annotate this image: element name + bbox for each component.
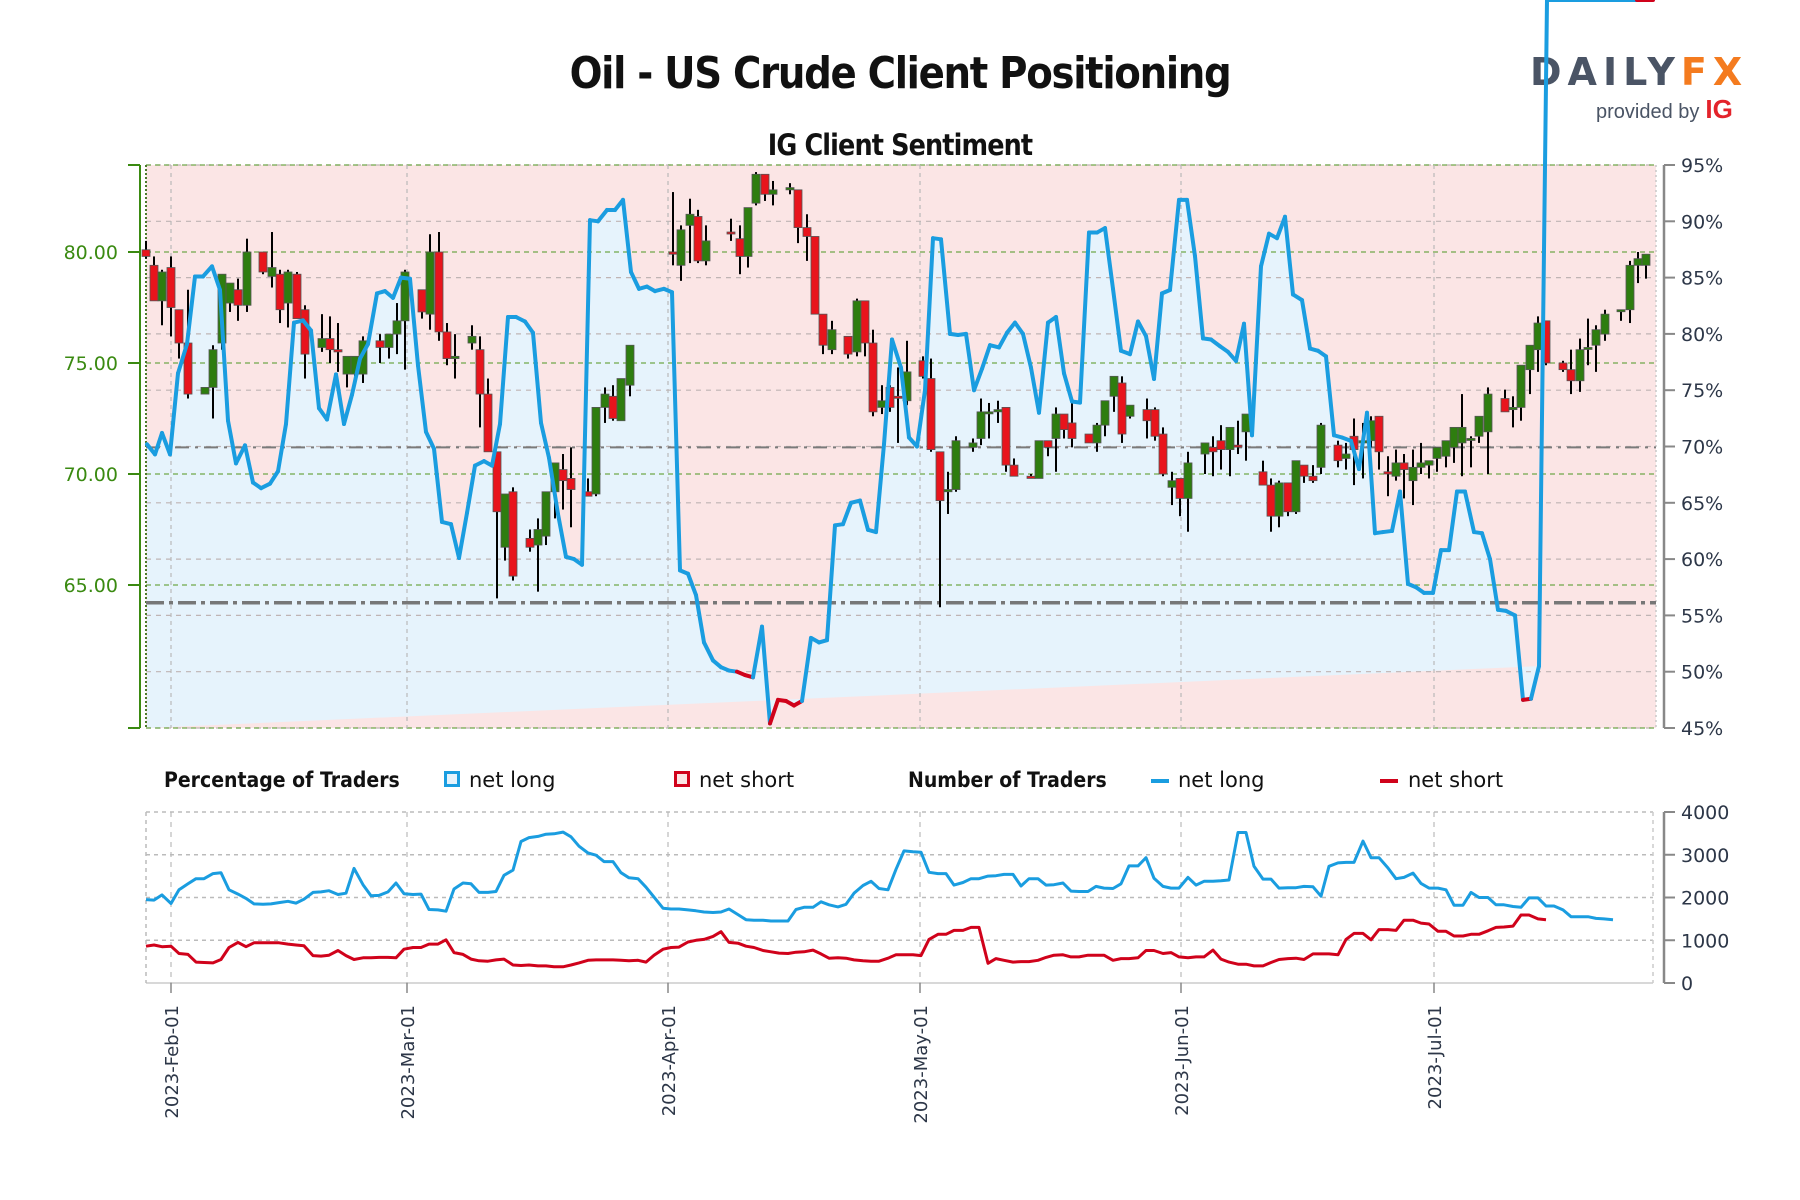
svg-text:95%: 95% (1681, 155, 1723, 177)
legend-num-net-short: net short (1408, 768, 1504, 792)
svg-text:65%: 65% (1681, 493, 1723, 515)
legend-net-long-line-icon (1151, 779, 1169, 783)
chart-title: Oil - US Crude Client Positioning (569, 48, 1232, 99)
svg-text:75.00: 75.00 (64, 353, 118, 375)
svg-text:4000: 4000 (1681, 802, 1729, 824)
price-candles (141, 172, 1651, 608)
svg-text:80%: 80% (1681, 324, 1723, 346)
main-plot-axes: 65.00 70.00 75.00 80.00 45% 50% 55% 60% 65% 70% 75… (64, 155, 1724, 740)
svg-text:0: 0 (1681, 973, 1693, 995)
traders-plot-axes: 0 1000 2000 3000 4000 (1662, 802, 1729, 995)
net-long-percent-line (145, 0, 1655, 726)
legend-net-long-swatch (444, 771, 460, 787)
logo-brand-right: FX (1680, 50, 1749, 94)
logo-brand-left: DAILY (1530, 50, 1681, 94)
svg-text:70%: 70% (1681, 437, 1723, 459)
svg-text:70.00: 70.00 (64, 464, 118, 486)
svg-text:60%: 60% (1681, 549, 1723, 571)
legend-percentage-heading: Percentage of Traders (164, 768, 400, 792)
legend-pct-net-long: net long (469, 768, 556, 792)
svg-text:2023-Feb-01: 2023-Feb-01 (162, 1005, 183, 1119)
svg-text:2023-Jul-01: 2023-Jul-01 (1425, 1005, 1446, 1109)
svg-text:2023-Jun-01: 2023-Jun-01 (1172, 1005, 1193, 1116)
svg-text:50%: 50% (1681, 662, 1723, 684)
svg-text:65.00: 65.00 (64, 575, 118, 597)
svg-text:75%: 75% (1681, 380, 1723, 402)
legend-num-net-long: net long (1178, 768, 1265, 792)
svg-text:2000: 2000 (1681, 888, 1729, 910)
svg-text:80.00: 80.00 (64, 242, 118, 264)
legend-number-heading: Number of Traders (908, 768, 1107, 792)
svg-text:3000: 3000 (1681, 845, 1729, 867)
main-plot-grid (145, 164, 1657, 729)
legend-pct-net-short: net short (699, 768, 795, 792)
legend-net-short-swatch (674, 771, 690, 787)
legend-net-short-line-icon (1380, 779, 1398, 783)
svg-text:45%: 45% (1681, 718, 1723, 740)
svg-text:55%: 55% (1681, 605, 1723, 627)
svg-text:2023-May-01: 2023-May-01 (911, 1005, 932, 1124)
svg-text:90%: 90% (1681, 211, 1723, 233)
dailyfx-logo: DAILYFX provided by IG (1530, 50, 1750, 130)
svg-text:2023-Apr-01: 2023-Apr-01 (659, 1005, 680, 1116)
traders-count-lines (145, 830, 1614, 969)
svg-text:85%: 85% (1681, 268, 1723, 290)
chart-subtitle: IG Client Sentiment (767, 128, 1033, 162)
svg-text:2023-Mar-01: 2023-Mar-01 (398, 1005, 419, 1120)
svg-text:1000: 1000 (1681, 930, 1729, 952)
legend: Percentage of Traders net long net short… (0, 768, 1800, 798)
date-axis: 2023-Feb-01 2023-Mar-01 2023-Apr-01 2023-Ma… (162, 983, 1446, 1124)
logo-provided-by: provided by (1596, 101, 1700, 123)
logo-ig: IG (1705, 94, 1733, 124)
